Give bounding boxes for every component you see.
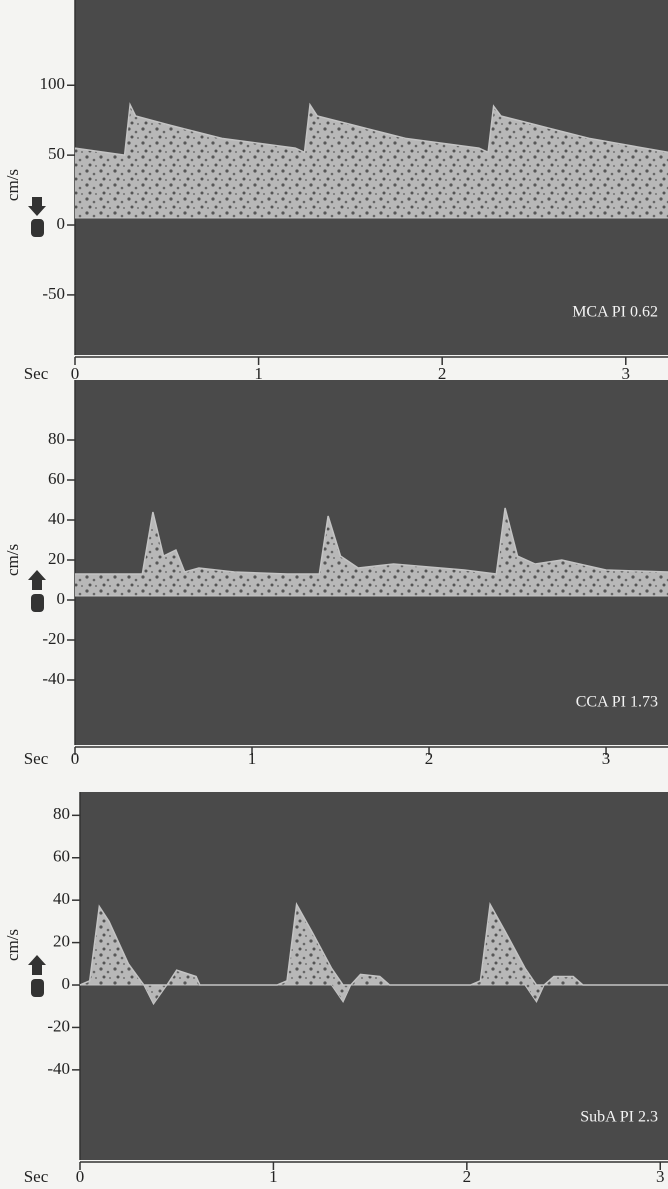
x-tick-label: 2 — [463, 1167, 472, 1186]
x-tick-label: 1 — [248, 749, 257, 768]
x-tick-label: 3 — [602, 749, 611, 768]
y-tick-label: -50 — [42, 284, 65, 303]
x-axis-label: Sec — [24, 1167, 49, 1186]
y-tick-label: 60 — [48, 469, 65, 488]
y-tick-label: 100 — [40, 74, 66, 93]
spectrum-fill — [75, 508, 668, 596]
y-tick-label: 60 — [53, 847, 70, 866]
spectrum-fill — [80, 904, 668, 1005]
probe-icon — [31, 219, 44, 238]
upper-envelope — [79, 902, 668, 986]
x-tick-label: 3 — [622, 364, 631, 383]
y-tick-label: 50 — [48, 144, 65, 163]
y-tick-label: 0 — [57, 214, 66, 233]
x-tick-label: 3 — [656, 1167, 665, 1186]
y-tick-label: -20 — [47, 1016, 70, 1035]
x-tick-label: 0 — [76, 1167, 85, 1186]
y-axis-label: cm/s — [3, 929, 22, 961]
x-axis-label: Sec — [24, 364, 49, 383]
x-axis-label: Sec — [24, 749, 49, 768]
x-tick-label: 2 — [425, 749, 434, 768]
x-tick-label: 0 — [71, 364, 80, 383]
probe-icon — [31, 594, 44, 612]
y-tick-label: 0 — [57, 589, 66, 608]
x-tick-label: 2 — [438, 364, 447, 383]
annotation: SubA PI 2.3 — [580, 1109, 658, 1126]
y-tick-label: 40 — [53, 889, 70, 908]
x-tick-label: 1 — [269, 1167, 278, 1186]
upper-envelope — [75, 507, 668, 575]
lower-envelope — [80, 984, 668, 1006]
y-axis-label: cm/s — [3, 544, 22, 576]
annotation: MCA PI 0.62 — [572, 304, 658, 321]
y-tick-label: 80 — [48, 429, 65, 448]
flow-arrow — [28, 197, 46, 217]
y-tick-label: 0 — [62, 974, 71, 993]
y-tick-label: 20 — [53, 931, 70, 950]
flow-arrow — [28, 955, 46, 976]
y-tick-label: -40 — [42, 669, 65, 688]
annotation: CCA PI 1.73 — [576, 694, 658, 711]
y-tick-label: 40 — [48, 509, 65, 528]
probe-icon — [31, 979, 44, 998]
spectrum-fill — [75, 104, 668, 218]
x-tick-label: 0 — [71, 749, 80, 768]
y-tick-label: 20 — [48, 549, 65, 568]
y-tick-label: -20 — [42, 629, 65, 648]
y-tick-label: 80 — [53, 804, 70, 823]
y-axis-label: cm/s — [3, 169, 22, 201]
x-tick-label: 1 — [254, 364, 263, 383]
y-tick-label: -40 — [47, 1059, 70, 1078]
flow-arrow — [28, 570, 46, 590]
upper-envelope — [74, 102, 668, 156]
